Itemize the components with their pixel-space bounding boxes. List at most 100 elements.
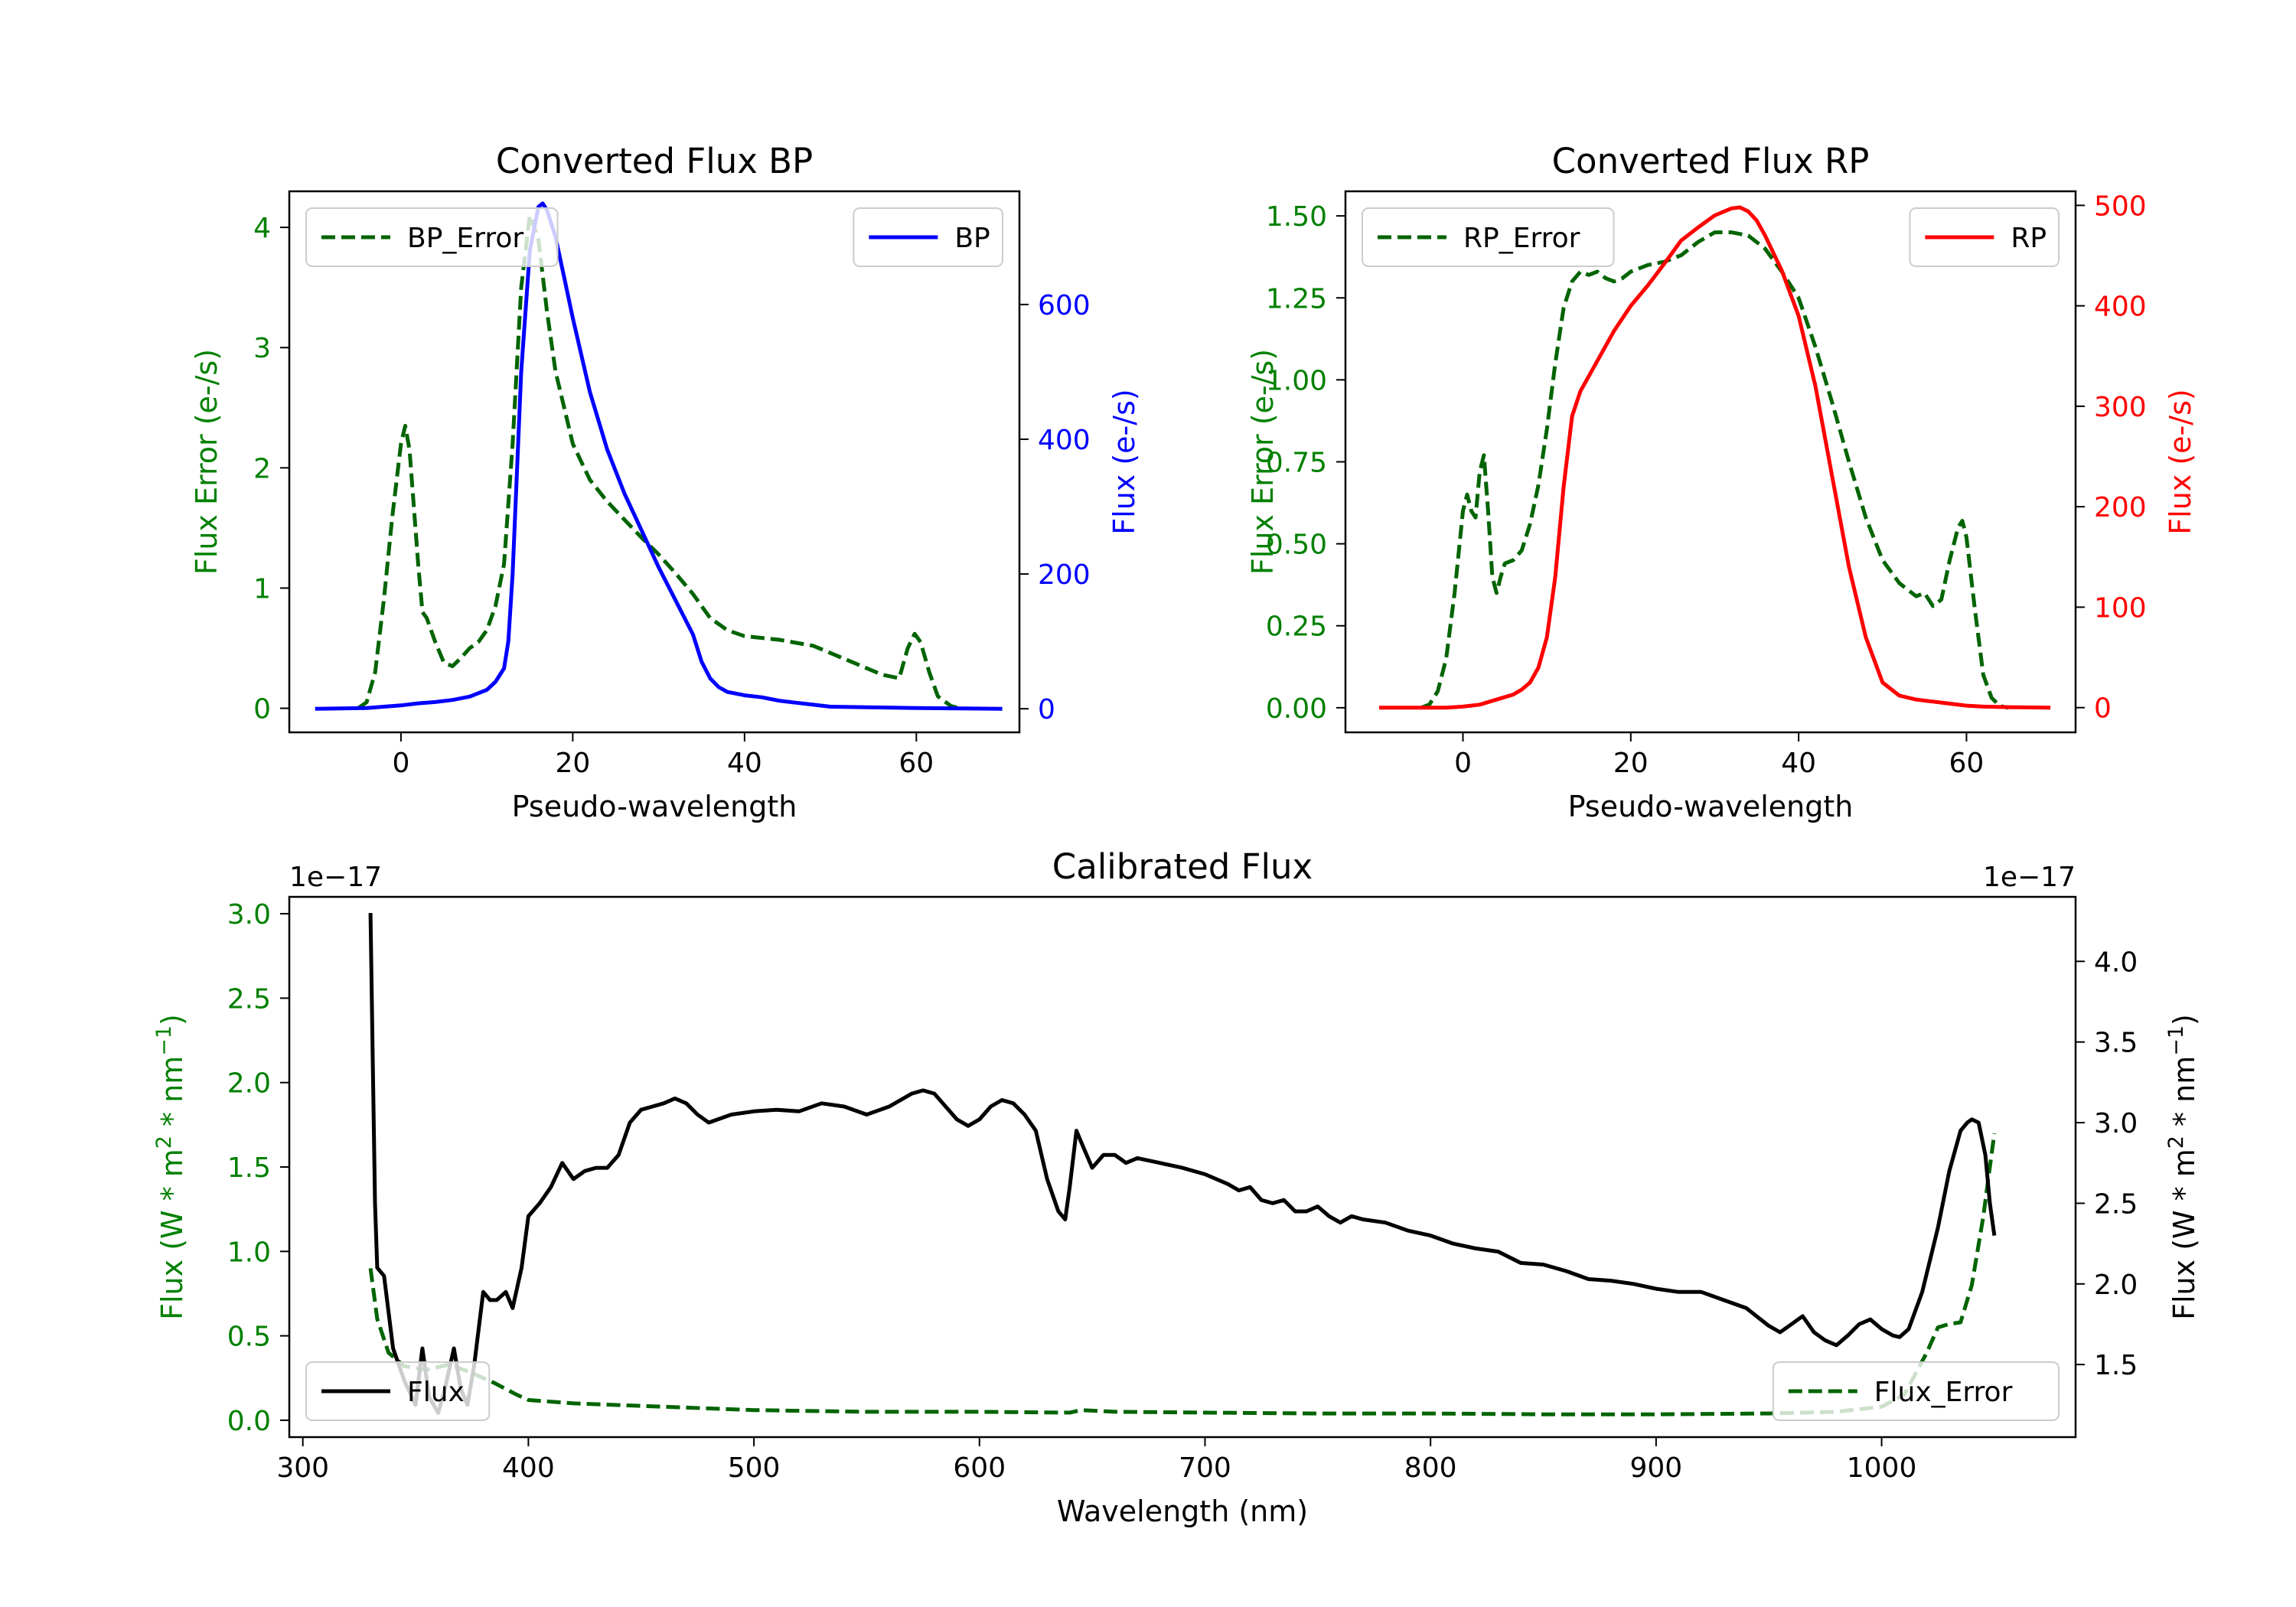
x-tick-label: 900: [1630, 1452, 1683, 1484]
label-part: −1: [152, 1025, 176, 1056]
x-tick-label: 800: [1404, 1452, 1457, 1484]
y-left-tick-label: 1.00: [1266, 365, 1327, 396]
label-part: ): [2167, 1014, 2201, 1025]
plot-frame: [288, 190, 1021, 734]
legend-rp: RP: [1909, 207, 2060, 267]
y-left-tick-label: 1.5: [227, 1152, 271, 1184]
y-left-tick-label: 1: [253, 573, 271, 605]
y-left-axis-label: Flux (W * m2 * nm−1): [152, 1014, 190, 1320]
y-right-tick-label: 3.0: [2094, 1108, 2138, 1139]
legend-flux-error: Flux_Error: [1772, 1361, 2060, 1421]
label-part: Flux (W * m: [155, 1149, 189, 1320]
legend-box: [1772, 1361, 2060, 1421]
y-right-tick-label: 100: [2094, 592, 2147, 624]
y-right-tick-label: 400: [1038, 425, 1091, 456]
y-right-tick-label: 600: [1038, 290, 1091, 321]
label-part: * nm: [2167, 1056, 2201, 1136]
x-tick-label: 700: [1179, 1452, 1231, 1484]
legend-label: RP: [2011, 223, 2047, 254]
y-right-tick-label: 300: [2094, 392, 2147, 423]
label-part: Flux (W * m: [2167, 1149, 2201, 1320]
legend-box: [305, 1361, 491, 1421]
y-left-tick-label: 0.25: [1266, 611, 1327, 643]
x-tick-label: 40: [1781, 748, 1816, 779]
label-part: ): [155, 1014, 189, 1025]
legend-label: BP_Error: [407, 223, 523, 254]
y-right-axis-label: Flux (e-/s): [1107, 389, 1141, 534]
y-left-axis-label: Flux Error (e-/s): [190, 349, 223, 575]
label-part: −1: [2164, 1025, 2188, 1056]
x-axis-label: Pseudo-wavelength: [1568, 790, 1854, 823]
legend-flux: Flux: [305, 1361, 491, 1421]
label-part: 2: [152, 1136, 176, 1149]
chart-title: Converted Flux BP: [496, 141, 813, 181]
series-line-flux-error: [368, 1133, 1997, 1416]
y-right-axis-label: Flux (W * m2 * nm−1): [2164, 1014, 2202, 1320]
legend-label: BP: [954, 223, 990, 254]
series-line-rp-error: [1420, 230, 2009, 710]
x-axis-label: Pseudo-wavelength: [512, 790, 797, 823]
x-axis-label: Wavelength (nm): [1057, 1495, 1308, 1528]
y-right-tick-label: 4.0: [2094, 947, 2138, 978]
y-left-tick-label: 2.0: [227, 1068, 271, 1100]
y-right-tick-label: 400: [2094, 292, 2147, 323]
legend-label: Flux_Error: [1874, 1377, 2013, 1408]
x-tick-label: 600: [953, 1452, 1006, 1484]
chart-panel-3: 300 400 500 600 700 800 900 1000 0.0 0.5 1.0 1.5 2.0…: [152, 846, 2202, 1528]
y-left-axis-label: Flux Error (e-/s): [1246, 349, 1280, 575]
y-right-axis-label: Flux (e-/s): [2164, 389, 2197, 534]
y-left-tick-label: 1.25: [1266, 283, 1327, 315]
y-right-offset-label: 1e−17: [1983, 862, 2076, 893]
series-line-bp: [315, 201, 1003, 711]
y-right-tick-label: 200: [1038, 559, 1091, 591]
legend-bp-error: BP_Error: [305, 207, 559, 267]
y-left-tick-label: 4: [253, 213, 271, 244]
y-right-tick-label: 3.5: [2094, 1028, 2138, 1059]
series-line-bp-error: [357, 213, 960, 711]
series-line-flux: [368, 913, 1997, 1415]
y-left-offset-label: 1e−17: [289, 862, 382, 893]
x-tick-label: 400: [502, 1452, 555, 1484]
chart-title: Calibrated Flux: [1052, 846, 1313, 887]
x-tick-label: 60: [899, 748, 934, 779]
y-left-tick-label: 0.00: [1266, 693, 1327, 725]
y-right-tick-label: 1.5: [2094, 1350, 2138, 1381]
y-left-tick-label: 1.0: [227, 1237, 271, 1268]
y-left-tick-label: 0: [253, 694, 271, 725]
chart-title: Converted Flux RP: [1552, 141, 1870, 181]
legend-bp: BP: [853, 207, 1003, 267]
y-right-tick-label: 200: [2094, 492, 2147, 523]
y-left-tick-label: 3: [253, 333, 271, 364]
series-line-rp: [1378, 205, 2051, 710]
y-right-tick-label: 500: [2094, 191, 2147, 222]
legend-box: [1362, 207, 1615, 267]
legend-label: Flux: [407, 1377, 465, 1408]
y-right-tick-label: 0: [1038, 694, 1055, 725]
x-tick-label: 20: [1613, 748, 1649, 779]
x-tick-label: 60: [1949, 748, 1985, 779]
label-part: 2: [2164, 1136, 2188, 1149]
y-left-tick-label: 0.0: [227, 1406, 271, 1437]
x-tick-label: 0: [392, 748, 409, 779]
y-left-tick-label: 1.50: [1266, 201, 1327, 233]
x-tick-label: 0: [1454, 748, 1472, 779]
x-tick-label: 20: [555, 748, 590, 779]
y-left-tick-label: 2: [253, 453, 271, 484]
y-right-tick-label: 2.0: [2094, 1270, 2138, 1301]
x-tick-label: 40: [727, 748, 762, 779]
y-left-tick-label: 0.5: [227, 1322, 271, 1353]
x-tick-label: 300: [276, 1452, 329, 1484]
y-left-tick-label: 0.75: [1266, 448, 1327, 479]
y-left-tick-label: 2.5: [227, 983, 271, 1015]
y-right-tick-label: 0: [2094, 693, 2112, 725]
legend-rp-error: RP_Error: [1362, 207, 1615, 267]
x-tick-label: 500: [728, 1452, 781, 1484]
y-right-tick-label: 2.5: [2094, 1188, 2138, 1220]
y-left-tick-label: 3.0: [227, 899, 271, 931]
x-tick-label: 1000: [1847, 1452, 1917, 1484]
legend-label: RP_Error: [1463, 223, 1580, 254]
legend-box: [305, 207, 559, 267]
label-part: * nm: [155, 1056, 189, 1136]
